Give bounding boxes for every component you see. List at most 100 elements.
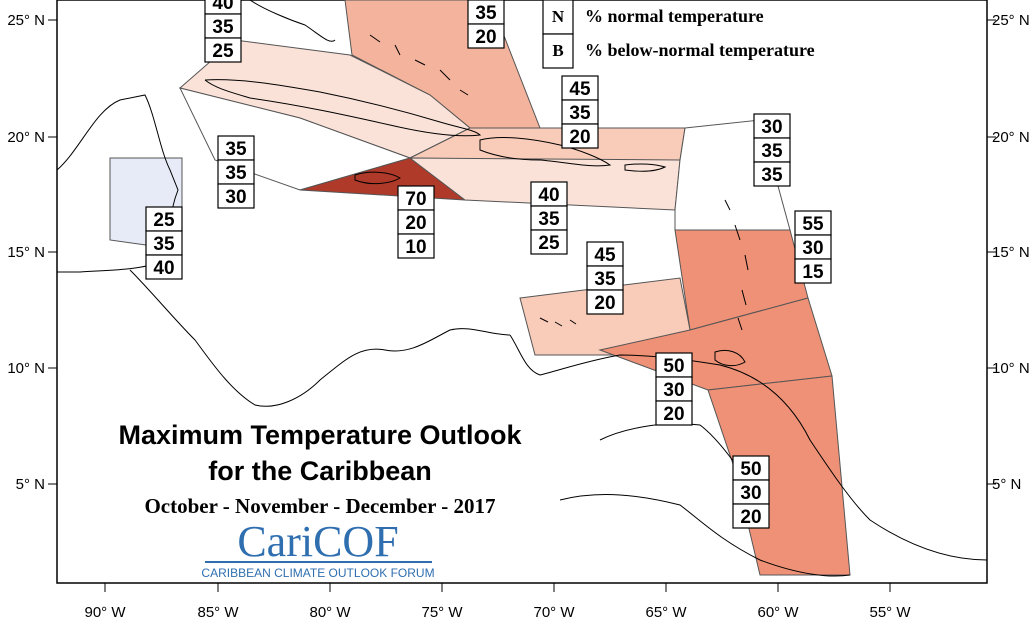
legend-key-n: N — [552, 7, 565, 26]
prob-normal: 35 — [538, 209, 560, 230]
lon-tick-label: 85° W — [197, 604, 239, 621]
lat-tick-label-right: 10° N — [992, 360, 1030, 377]
prob-box-cayman: 35 35 30 — [217, 135, 255, 209]
lon-tick-label: 75° W — [421, 604, 463, 621]
prob-above: 70 — [405, 189, 426, 210]
prob-below: 25 — [212, 41, 234, 62]
title-line-2: for the Caribbean — [208, 456, 432, 486]
prob-cell — [397, 233, 435, 259]
prob-above: 30 — [761, 117, 782, 138]
prob-cell — [655, 400, 693, 426]
coast-bahamas — [369, 34, 469, 96]
prob-box-windward: 55 30 15 — [794, 210, 832, 284]
prob-below: 10 — [405, 237, 426, 258]
prob-cell — [145, 254, 183, 280]
prob-cell — [561, 99, 599, 125]
prob-above: 35 — [225, 139, 247, 160]
prob-box-trinidad: 50 30 20 — [655, 352, 693, 426]
prob-normal: 35 — [761, 141, 783, 162]
prob-below: 20 — [663, 404, 684, 425]
lat-tick-label-right: 20° N — [992, 129, 1030, 146]
prob-above: 40 — [212, 0, 233, 14]
prob-cell — [204, 13, 242, 39]
prob-below: 40 — [153, 258, 174, 279]
prob-cell — [794, 210, 832, 236]
prob-above: 50 — [740, 459, 761, 480]
prob-cell — [586, 241, 624, 267]
prob-cell — [217, 159, 255, 185]
prob-cell — [753, 113, 791, 139]
prob-below: 20 — [594, 293, 615, 314]
lat-tick-label-left: 25° N — [7, 12, 45, 29]
prob-cell — [732, 455, 770, 481]
coast-abc — [539, 317, 577, 327]
prob-cell — [794, 258, 832, 284]
coast-jamaica — [354, 171, 401, 185]
prob-cell — [530, 181, 568, 207]
prob-box-northern-antilles: 30 35 35 — [753, 113, 791, 187]
prob-box-guianas: 50 30 20 — [732, 455, 770, 529]
legend: N % normal temperature B % below-normal … — [542, 0, 815, 69]
prob-cell — [204, 37, 242, 63]
prob-below: 20 — [740, 507, 761, 528]
legend-label-normal: % normal temperature — [585, 6, 764, 26]
lon-tick-label: 90° W — [84, 604, 126, 621]
prob-cell — [217, 135, 255, 161]
prob-cell — [530, 229, 568, 255]
prob-cell — [586, 289, 624, 315]
prob-cell — [467, 23, 505, 49]
logo-text: CariCOF — [237, 517, 398, 566]
logo-subtitle: CARIBBEAN CLIMATE OUTLOOK FORUM — [201, 566, 434, 580]
coast-cuba — [204, 79, 482, 137]
region-guianas[interactable] — [707, 375, 851, 576]
legend-key-b-box — [542, 33, 574, 69]
lat-tick-label-left: 10° N — [7, 360, 45, 377]
legend-label-below: % below-normal temperature — [585, 40, 815, 60]
caricof-logo: CariCOF CARIBBEAN CLIMATE OUTLOOK FORUM — [201, 517, 434, 580]
prob-box-puerto-rico: 40 35 25 — [530, 181, 568, 255]
prob-box-jamaica: 70 20 10 — [397, 185, 435, 259]
lat-tick-label-right: 15° N — [992, 244, 1030, 261]
lon-tick-label: 80° W — [309, 604, 351, 621]
coast-puerto-rico — [624, 163, 667, 172]
prob-cell — [217, 183, 255, 209]
prob-below: 35 — [761, 165, 783, 186]
prob-cell — [561, 123, 599, 149]
prob-cell — [397, 185, 435, 211]
prob-normal: 35 — [225, 163, 247, 184]
coast-south-america-north — [509, 334, 988, 561]
prob-cell — [794, 234, 832, 260]
prob-normal: 35 — [594, 269, 616, 290]
lon-tick-label: 70° W — [533, 604, 575, 621]
prob-cell — [561, 75, 599, 101]
lon-tick-label: 55° W — [869, 604, 911, 621]
lon-tick-label: 65° W — [645, 604, 687, 621]
prob-above: 50 — [663, 356, 684, 377]
prob-normal: 35 — [475, 3, 497, 24]
coast-antilles-chain — [724, 199, 749, 331]
prob-cell — [467, 0, 505, 25]
title-line-1: Maximum Temperature Outlook — [118, 420, 522, 450]
prob-above: 55 — [802, 214, 824, 235]
prob-above: 45 — [594, 245, 616, 266]
prob-normal: 35 — [569, 103, 591, 124]
axes: 90° W 85° W 80° W 75° W 70° W 65° W 60° W 55° W… — [7, 12, 1029, 621]
coast-isthmus — [129, 269, 511, 407]
prob-normal: 35 — [153, 234, 175, 255]
lat-tick-label-right: 5° N — [992, 476, 1021, 493]
lon-tick-label: 60° W — [757, 604, 799, 621]
prob-above: 45 — [569, 79, 591, 100]
prob-cell — [753, 137, 791, 163]
prob-box-abc-islands: 45 35 20 — [586, 241, 624, 315]
prob-cell — [732, 479, 770, 505]
prob-normal: 30 — [663, 380, 684, 401]
prob-box-belize: 25 35 40 — [145, 206, 183, 280]
lat-tick-label-left: 5° N — [16, 476, 45, 493]
legend-key-b: B — [552, 41, 563, 60]
coast-hispaniola — [479, 137, 612, 167]
prob-cell — [732, 503, 770, 529]
prob-cell — [145, 230, 183, 256]
